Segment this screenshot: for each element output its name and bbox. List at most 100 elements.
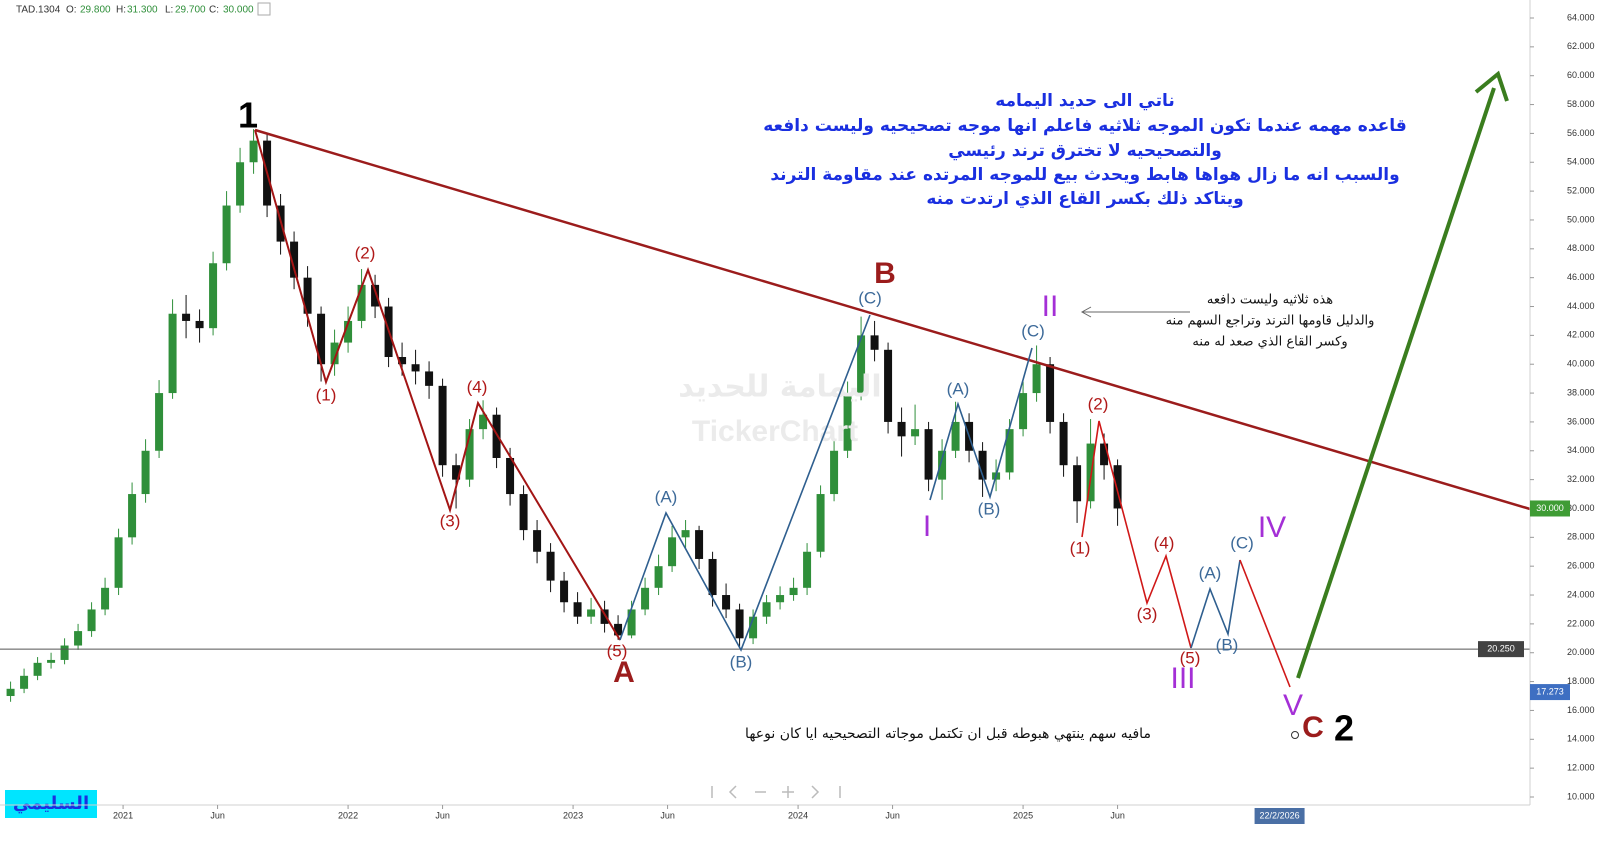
candle-body bbox=[101, 587, 110, 610]
candle-body bbox=[560, 580, 569, 603]
wave-label: (5) bbox=[607, 641, 628, 660]
candle-body bbox=[722, 595, 731, 610]
y-tick-label: 34.000 bbox=[1567, 445, 1595, 455]
title-line: قاعده مهمه عندما تكون الموجه ثلاثيه فاعل… bbox=[763, 116, 1407, 136]
candle-body bbox=[371, 284, 380, 307]
cursor-date: 22/2/2026 bbox=[1260, 810, 1300, 820]
candle-body bbox=[344, 320, 353, 343]
price-marker bbox=[1478, 641, 1524, 658]
candle-body bbox=[695, 530, 704, 559]
candle-body bbox=[614, 623, 623, 636]
wave-label: (C) bbox=[1021, 321, 1045, 340]
candle-body bbox=[830, 450, 839, 495]
candle-body bbox=[546, 551, 555, 581]
x-tick-label: Jun bbox=[435, 810, 450, 820]
candle-body bbox=[1086, 443, 1095, 502]
candle-body bbox=[303, 277, 312, 314]
candle-body bbox=[141, 450, 150, 495]
price-marker bbox=[1530, 500, 1570, 517]
wave-label: (C) bbox=[1230, 533, 1254, 552]
forecast-arrow-head bbox=[1474, 70, 1509, 102]
candle-body bbox=[425, 371, 434, 386]
candle-body bbox=[654, 566, 663, 588]
wave-label: (B) bbox=[978, 499, 1001, 518]
note-line: وكسر القاع الذي صعد له منه bbox=[1192, 335, 1347, 350]
toolbar[interactable] bbox=[711, 785, 841, 799]
wave-label: A bbox=[613, 656, 635, 689]
candle-body bbox=[492, 414, 501, 458]
wave-label: III bbox=[1170, 662, 1195, 695]
candle-body bbox=[573, 602, 582, 617]
candle-body bbox=[1032, 364, 1041, 394]
wave-label: (3) bbox=[440, 511, 461, 530]
candle-body bbox=[465, 429, 474, 480]
candle-body bbox=[1073, 465, 1082, 502]
zoom-in[interactable] bbox=[782, 786, 794, 798]
y-tick-label: 64.000 bbox=[1567, 12, 1595, 22]
candle-body bbox=[33, 662, 42, 676]
candle-body bbox=[803, 551, 812, 588]
candle-body bbox=[182, 313, 191, 321]
candle-body bbox=[911, 429, 920, 437]
y-tick-label: 26.000 bbox=[1567, 561, 1595, 571]
candle-body bbox=[114, 537, 123, 588]
candle-body bbox=[1100, 443, 1109, 466]
y-tick-label: 18.000 bbox=[1567, 676, 1595, 686]
candle-body bbox=[587, 609, 596, 617]
y-tick-label: 28.000 bbox=[1567, 532, 1595, 542]
scroll-right[interactable] bbox=[811, 785, 820, 799]
wave-label: (A) bbox=[1199, 563, 1222, 582]
y-tick-label: 48.000 bbox=[1567, 243, 1595, 253]
candle-body bbox=[506, 457, 515, 495]
candle-body bbox=[1113, 465, 1122, 509]
wave-line bbox=[1081, 420, 1192, 649]
candle-body bbox=[330, 342, 339, 365]
legend-toggle[interactable] bbox=[257, 2, 271, 16]
y-tick-label: 24.000 bbox=[1567, 589, 1595, 599]
scroll-left[interactable] bbox=[728, 785, 737, 799]
y-tick-label: 50.000 bbox=[1567, 214, 1595, 224]
candle-body bbox=[357, 284, 366, 321]
footnote: مافيه سهم ينتهي هبوطه قبل ان تكتمل موجات… bbox=[745, 726, 1151, 742]
candle-body bbox=[978, 450, 987, 480]
trend-line bbox=[254, 128, 1531, 511]
candle-body bbox=[519, 494, 528, 531]
y-tick-label: 60.000 bbox=[1567, 70, 1595, 80]
candle-body bbox=[168, 313, 177, 394]
candle-body bbox=[749, 616, 758, 639]
candle-body bbox=[884, 349, 893, 422]
x-tick-label: Jun bbox=[210, 810, 225, 820]
x-tick-label: 2025 bbox=[1013, 810, 1033, 820]
candle-body bbox=[668, 537, 677, 567]
legend-key: O: bbox=[66, 5, 77, 16]
wave-label: (C) bbox=[858, 288, 882, 307]
y-tick-label: 12.000 bbox=[1567, 763, 1595, 773]
price-marker-label: 17.273 bbox=[1536, 686, 1564, 696]
plot-area bbox=[0, 129, 1530, 702]
candle-body bbox=[843, 393, 852, 451]
price-marker bbox=[1530, 684, 1570, 701]
candle-body bbox=[6, 688, 15, 697]
y-tick-label: 20.000 bbox=[1567, 647, 1595, 657]
candle-body bbox=[398, 357, 407, 365]
wave-label: (4) bbox=[467, 377, 488, 396]
candle-body bbox=[762, 602, 771, 617]
note-arrow-head bbox=[1080, 306, 1092, 318]
candle-body bbox=[47, 659, 56, 663]
y-tick-label: 40.000 bbox=[1567, 359, 1595, 369]
x-tick-label: Jun bbox=[885, 810, 900, 820]
y-tick-label: 56.000 bbox=[1567, 128, 1595, 138]
wave-label: (2) bbox=[355, 243, 376, 262]
title-line: ويتاكد ذلك بكسر القاع الذي ارتدت منه bbox=[926, 189, 1243, 209]
candle-body bbox=[627, 609, 636, 636]
y-tick-label: 54.000 bbox=[1567, 157, 1595, 167]
wave-label: (1) bbox=[316, 385, 337, 404]
y-tick-label: 30.000 bbox=[1567, 503, 1595, 513]
wave-label: IV bbox=[1258, 511, 1286, 544]
candle-body bbox=[249, 140, 258, 163]
wave-label: V bbox=[1283, 689, 1303, 722]
wave-label: (4) bbox=[1154, 533, 1175, 552]
title-line: والسبب انه ما زال هواها هابط ويحدث بيع ل… bbox=[770, 165, 1399, 185]
candle-body bbox=[870, 335, 879, 350]
y-tick-label: 44.000 bbox=[1567, 301, 1595, 311]
